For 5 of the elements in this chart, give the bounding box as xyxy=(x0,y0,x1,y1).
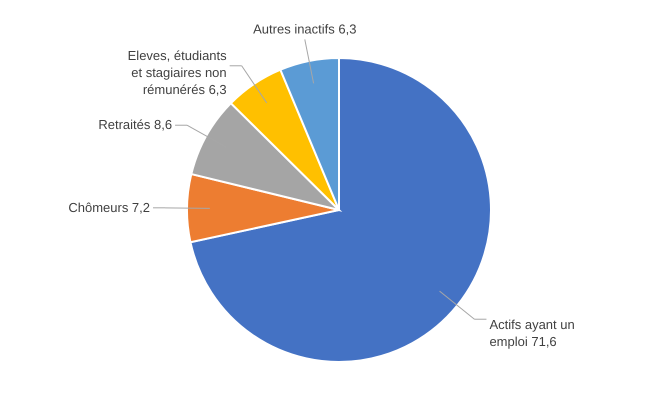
slice-label: Chômeurs 7,2 xyxy=(68,200,150,215)
slice-label: Eleves, étudiants et stagiaires non rémunérés 6,3 xyxy=(128,48,228,97)
slice-label: Retraités 8,6 xyxy=(98,117,172,132)
slice-label: Actifs ayant un emploi 71,6 xyxy=(489,317,575,350)
slice-label: Autres inactifs 6,3 xyxy=(253,21,356,36)
